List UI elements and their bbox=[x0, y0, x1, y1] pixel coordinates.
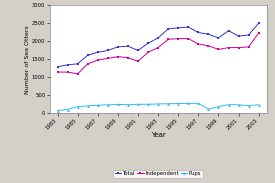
Independent bbox=[187, 38, 190, 40]
Pups bbox=[227, 104, 230, 106]
Independent bbox=[86, 63, 89, 65]
Pups bbox=[106, 104, 109, 106]
Total bbox=[116, 46, 120, 48]
Total bbox=[56, 66, 59, 68]
Pups bbox=[187, 102, 190, 104]
Total bbox=[217, 37, 220, 39]
Total bbox=[257, 22, 260, 24]
Pups bbox=[247, 104, 250, 107]
Pups bbox=[207, 108, 210, 110]
Total bbox=[156, 37, 160, 39]
Pups bbox=[76, 106, 79, 108]
Total bbox=[126, 45, 130, 47]
Pups bbox=[86, 105, 89, 107]
Total bbox=[96, 51, 100, 53]
Pups bbox=[177, 102, 180, 105]
Pups bbox=[237, 104, 240, 106]
Independent bbox=[167, 38, 170, 40]
Pups bbox=[167, 103, 170, 105]
Line: Total: Total bbox=[56, 22, 260, 68]
Total bbox=[247, 34, 250, 36]
Pups bbox=[116, 103, 120, 106]
Independent bbox=[237, 46, 240, 49]
Independent bbox=[197, 43, 200, 45]
Independent bbox=[207, 45, 210, 47]
Total bbox=[66, 64, 69, 66]
Independent bbox=[217, 48, 220, 51]
Independent bbox=[257, 32, 260, 34]
Total bbox=[76, 63, 79, 65]
Pups bbox=[197, 102, 200, 104]
Line: Pups: Pups bbox=[56, 102, 260, 112]
Pups bbox=[217, 106, 220, 108]
Pups bbox=[56, 109, 59, 112]
Line: Independent: Independent bbox=[56, 31, 260, 75]
Independent bbox=[156, 46, 160, 49]
Pups bbox=[136, 103, 140, 105]
Pups bbox=[96, 104, 100, 106]
Independent bbox=[126, 57, 130, 59]
Independent bbox=[56, 71, 59, 73]
Independent bbox=[247, 46, 250, 48]
Total bbox=[207, 33, 210, 35]
Total bbox=[136, 49, 140, 52]
Total bbox=[227, 30, 230, 32]
Pups bbox=[126, 104, 130, 106]
Pups bbox=[66, 108, 69, 111]
Pups bbox=[156, 103, 160, 105]
Pups bbox=[146, 103, 150, 105]
Y-axis label: Number of Sea Otters: Number of Sea Otters bbox=[26, 25, 31, 94]
Total bbox=[167, 28, 170, 30]
Independent bbox=[76, 73, 79, 75]
Total bbox=[237, 35, 240, 37]
Total bbox=[197, 31, 200, 34]
Total bbox=[187, 26, 190, 28]
Independent bbox=[146, 51, 150, 53]
Independent bbox=[227, 46, 230, 49]
X-axis label: Year: Year bbox=[151, 132, 166, 138]
Independent bbox=[116, 55, 120, 58]
Independent bbox=[136, 60, 140, 62]
Independent bbox=[177, 38, 180, 40]
Pups bbox=[257, 104, 260, 106]
Total bbox=[177, 27, 180, 29]
Total bbox=[86, 54, 89, 56]
Legend: Total, Independent, Pups: Total, Independent, Pups bbox=[113, 170, 203, 178]
Independent bbox=[66, 71, 69, 73]
Independent bbox=[106, 57, 109, 59]
Total bbox=[146, 42, 150, 44]
Total bbox=[106, 49, 109, 52]
Independent bbox=[96, 59, 100, 61]
